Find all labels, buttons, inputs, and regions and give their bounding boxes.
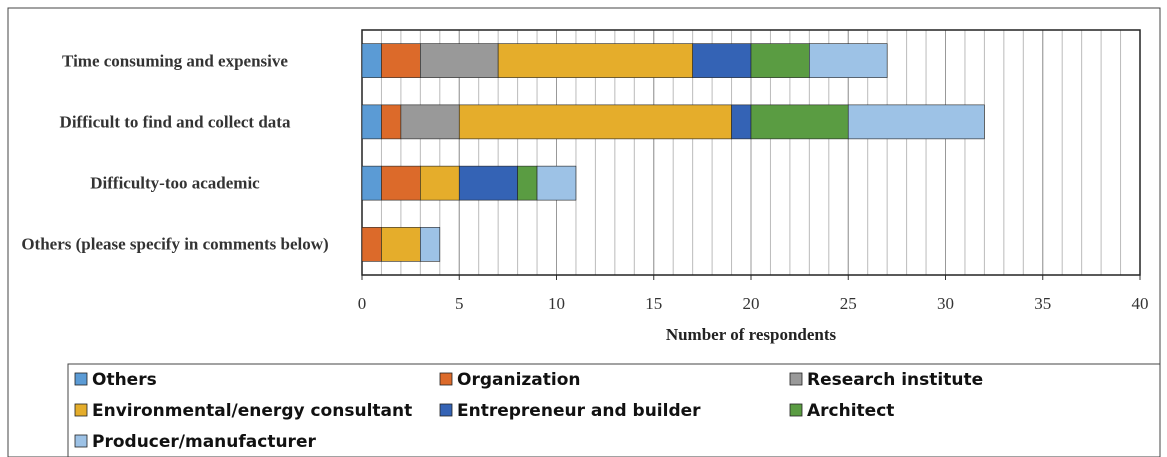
- bar-segment: [420, 43, 499, 78]
- bar-segment: [731, 104, 752, 140]
- x-tick-label: 20: [743, 294, 760, 313]
- bar-segment: [381, 165, 421, 201]
- y-tick-label: Time consuming and expensive: [62, 51, 288, 71]
- x-tick-label: 40: [1132, 294, 1149, 313]
- x-axis-title: Number of respondents: [666, 325, 837, 344]
- bar-segment: [750, 104, 849, 140]
- plot-frame: [361, 29, 1141, 276]
- x-tick-label: 15: [645, 294, 662, 313]
- legend-swatch: [439, 403, 453, 417]
- legend-label: Environmental/energy consultant: [92, 401, 412, 421]
- bar-segment: [381, 104, 402, 140]
- legend-swatch: [74, 372, 88, 386]
- legend-label: Research institute: [807, 370, 983, 390]
- bar-segment: [361, 43, 382, 78]
- bar-segment: [361, 165, 382, 201]
- x-tick-label: 25: [840, 294, 857, 313]
- legend-swatch: [74, 434, 88, 448]
- x-tick-label: 10: [548, 294, 565, 313]
- y-tick-label: Difficulty-too academic: [90, 173, 260, 193]
- legend-label: Entrepreneur and builder: [457, 401, 701, 421]
- x-tick-label: 0: [358, 294, 367, 313]
- bar-segment: [750, 43, 810, 78]
- bar-segment: [420, 227, 441, 262]
- x-tick-label: 35: [1034, 294, 1051, 313]
- legend-swatch: [74, 403, 88, 417]
- legend-swatch: [439, 372, 453, 386]
- y-tick-label: Others (please specify in comments below…: [21, 234, 329, 254]
- bar-segment: [381, 227, 421, 262]
- x-tick-label: 5: [455, 294, 464, 313]
- bar-segment: [517, 165, 538, 201]
- bar-segment: [361, 104, 382, 140]
- legend-label: Others: [92, 370, 157, 390]
- legend-label: Organization: [457, 370, 581, 390]
- bar-segment: [458, 165, 518, 201]
- bar-segment: [361, 227, 382, 262]
- bar-segment: [381, 43, 421, 78]
- bar-segment: [809, 43, 888, 78]
- bar-segment: [400, 104, 460, 140]
- y-tick-label: Difficult to find and collect data: [59, 112, 291, 132]
- legend-label: Architect: [807, 401, 894, 421]
- legend-label: Producer/manufacturer: [92, 432, 316, 452]
- bar-segment: [536, 165, 577, 201]
- legend-swatch: [789, 403, 803, 417]
- bar-segment: [692, 43, 752, 78]
- bar-segment: [497, 43, 693, 78]
- chart-border: [7, 7, 1161, 457]
- legend-box: [67, 363, 1161, 457]
- x-tick-label: 30: [937, 294, 954, 313]
- legend-swatch: [789, 372, 803, 386]
- bar-segment: [420, 165, 460, 201]
- bar-segment: [458, 104, 732, 140]
- bar-segment: [847, 104, 985, 140]
